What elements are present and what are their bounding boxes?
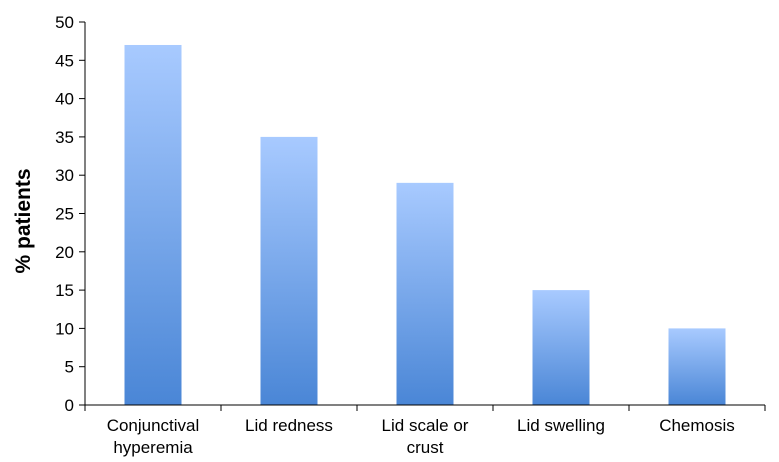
x-tick-label-3: Lid swelling [517, 416, 605, 435]
x-tick-label-line: Lid scale or [382, 416, 469, 435]
y-axis-title: % patients [12, 168, 35, 273]
y-tick-label-7: 35 [55, 128, 74, 147]
y-tick-label-6: 30 [55, 166, 74, 185]
x-tick-label-line: Conjunctival [107, 416, 200, 435]
x-tick-label-line: hyperemia [113, 438, 193, 457]
y-tick-label-0: 0 [65, 396, 74, 415]
x-tick-label-4: Chemosis [659, 416, 735, 435]
bar-3 [532, 290, 590, 405]
x-tick-label-line: Lid redness [245, 416, 333, 435]
y-tick-label-8: 40 [55, 90, 74, 109]
y-tick-label-5: 25 [55, 205, 74, 224]
bar-4 [668, 328, 726, 405]
x-tick-label-2: Lid scale or crust [382, 416, 469, 457]
x-tick-label-line: Chemosis [659, 416, 735, 435]
plot-area: 0 5 10 15 20 25 30 35 40 45 50 Conjunctival hyperemi… [55, 13, 766, 457]
x-tick-label-line: crust [407, 438, 444, 457]
bar-1 [260, 136, 318, 405]
x-tick-label-1: Lid redness [245, 416, 333, 435]
y-tick-label-9: 45 [55, 51, 74, 70]
bar-0 [124, 44, 182, 405]
y-tick-label-4: 20 [55, 243, 74, 262]
bar-2 [396, 182, 454, 405]
x-tick-label-line: Lid swelling [517, 416, 605, 435]
y-tick-label-3: 15 [55, 281, 74, 300]
y-tick-label-1: 5 [65, 358, 74, 377]
y-tick-label-10: 50 [55, 13, 74, 32]
y-tick-label-2: 10 [55, 319, 74, 338]
x-tick-label-0: Conjunctival hyperemia [107, 416, 200, 457]
